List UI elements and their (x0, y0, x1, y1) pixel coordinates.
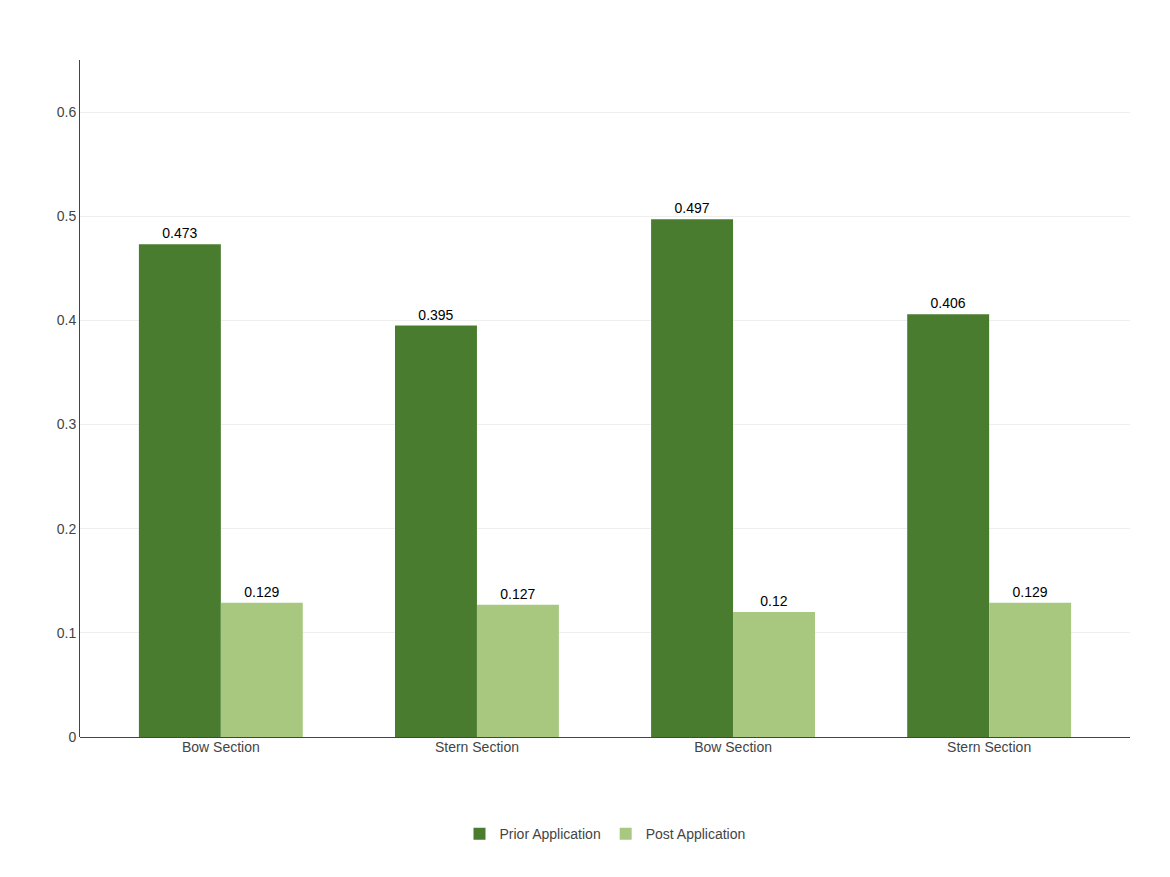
svg-text:Bow Section: Bow Section (182, 739, 260, 755)
svg-text:0.497: 0.497 (674, 200, 709, 216)
svg-text:0.395: 0.395 (418, 307, 453, 323)
svg-text:Post Application: Post Application (646, 826, 746, 842)
svg-text:0: 0 (68, 729, 76, 745)
svg-text:0.1: 0.1 (57, 625, 77, 641)
svg-text:0.129: 0.129 (1013, 584, 1048, 600)
svg-text:0.4: 0.4 (57, 312, 77, 328)
svg-text:0.127: 0.127 (500, 586, 535, 602)
svg-text:0.12: 0.12 (760, 593, 787, 609)
svg-text:0.6: 0.6 (57, 104, 77, 120)
svg-text:0.5: 0.5 (57, 208, 77, 224)
svg-text:Prior Application: Prior Application (500, 826, 601, 842)
svg-text:0.2: 0.2 (57, 521, 77, 537)
svg-text:0.473: 0.473 (162, 225, 197, 241)
svg-text:0.129: 0.129 (244, 584, 279, 600)
svg-text:0.406: 0.406 (931, 295, 966, 311)
svg-text:Bow Section: Bow Section (694, 739, 772, 755)
svg-text:0.3: 0.3 (57, 416, 77, 432)
svg-text:Stern Section: Stern Section (947, 739, 1031, 755)
svg-text:Stern Section: Stern Section (435, 739, 519, 755)
